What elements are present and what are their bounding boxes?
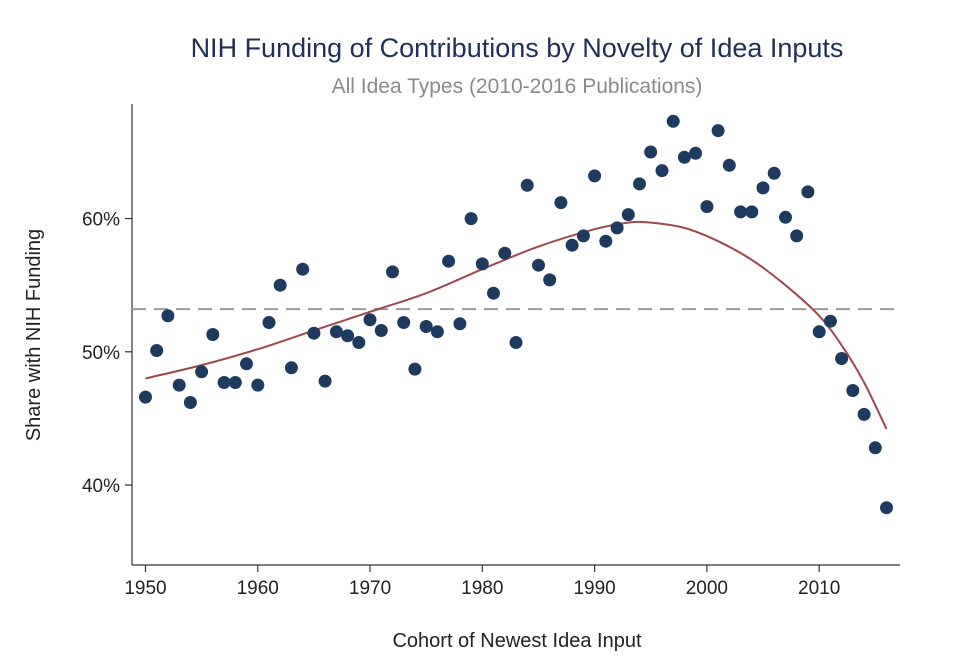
data-point (206, 328, 220, 341)
data-point (217, 376, 231, 389)
data-point (397, 316, 411, 329)
data-point (262, 316, 276, 329)
data-point (868, 441, 882, 455)
data-point (633, 177, 646, 191)
data-point (666, 114, 680, 128)
data-point (341, 329, 355, 343)
data-point (823, 314, 837, 328)
data-point (296, 262, 310, 276)
fit-curve-layer (145, 220, 888, 430)
points-layer (139, 114, 893, 515)
data-point (779, 210, 792, 224)
data-point (532, 258, 545, 272)
data-point (183, 396, 197, 409)
data-point (307, 326, 321, 340)
data-point (801, 185, 815, 199)
data-point (689, 146, 703, 160)
data-point (139, 390, 152, 404)
data-point (464, 212, 478, 226)
y-tick-label: 50% (82, 343, 120, 364)
x-tick-label: 1970 (349, 578, 391, 599)
data-point (588, 169, 602, 183)
data-point (700, 200, 714, 214)
x-tick-label: 1990 (573, 578, 615, 599)
data-point (644, 145, 658, 159)
data-point (195, 365, 209, 379)
x-tick-label: 2010 (798, 578, 840, 599)
data-point (453, 317, 467, 331)
data-point (161, 309, 175, 323)
data-point (599, 234, 613, 248)
data-point (430, 325, 444, 339)
x-tick-label: 1960 (237, 578, 279, 599)
data-point (846, 384, 860, 397)
data-point (172, 378, 186, 392)
data-point (251, 378, 265, 392)
data-point (621, 208, 635, 222)
data-point (610, 221, 624, 235)
data-point (756, 181, 770, 195)
data-point (475, 257, 489, 271)
data-point (329, 325, 343, 339)
data-point (318, 374, 332, 388)
y-tick-label: 60% (82, 210, 120, 231)
y-tick-label: 40% (82, 476, 120, 497)
data-point (790, 229, 804, 243)
chart-subtitle: All Idea Types (2010-2016 Publications) (332, 75, 703, 98)
data-point (408, 362, 422, 376)
fit-curve (145, 220, 888, 430)
data-point (711, 124, 725, 138)
data-point (442, 254, 456, 268)
data-point (767, 166, 781, 180)
x-tick-label: 1980 (461, 578, 503, 599)
data-point (150, 344, 164, 357)
x-axis-label: Cohort of Newest Idea Input (392, 630, 641, 652)
x-axis-ticks: 1950 1960 1970 1980 1990 2000 2010 (124, 565, 840, 599)
x-tick-label: 2000 (686, 578, 728, 599)
data-point (228, 376, 242, 389)
data-point (374, 324, 388, 337)
data-point (677, 150, 691, 164)
data-point (509, 336, 523, 349)
data-point (835, 352, 849, 365)
data-point (565, 238, 579, 252)
data-point (880, 501, 893, 515)
data-point (240, 357, 253, 371)
chart-title: NIH Funding of Contributions by Novelty … (191, 33, 844, 63)
data-point (857, 407, 871, 421)
y-axis-label: Share with NIH Funding (23, 229, 45, 441)
data-point (734, 205, 748, 219)
data-point (487, 286, 500, 300)
data-point (543, 273, 557, 287)
data-point (576, 229, 590, 243)
data-point (352, 336, 366, 349)
data-point (520, 178, 534, 192)
data-point (554, 196, 568, 210)
data-point (363, 313, 377, 327)
data-point (722, 158, 736, 172)
data-point (745, 205, 759, 219)
y-axis-ticks: 40% 50% 60% (82, 210, 132, 497)
data-point (284, 361, 298, 375)
data-point (498, 246, 512, 260)
data-point (812, 325, 826, 339)
data-point (655, 164, 669, 178)
data-point (419, 320, 433, 333)
data-point (273, 278, 287, 292)
x-tick-label: 1950 (124, 578, 166, 599)
data-point (386, 265, 399, 279)
